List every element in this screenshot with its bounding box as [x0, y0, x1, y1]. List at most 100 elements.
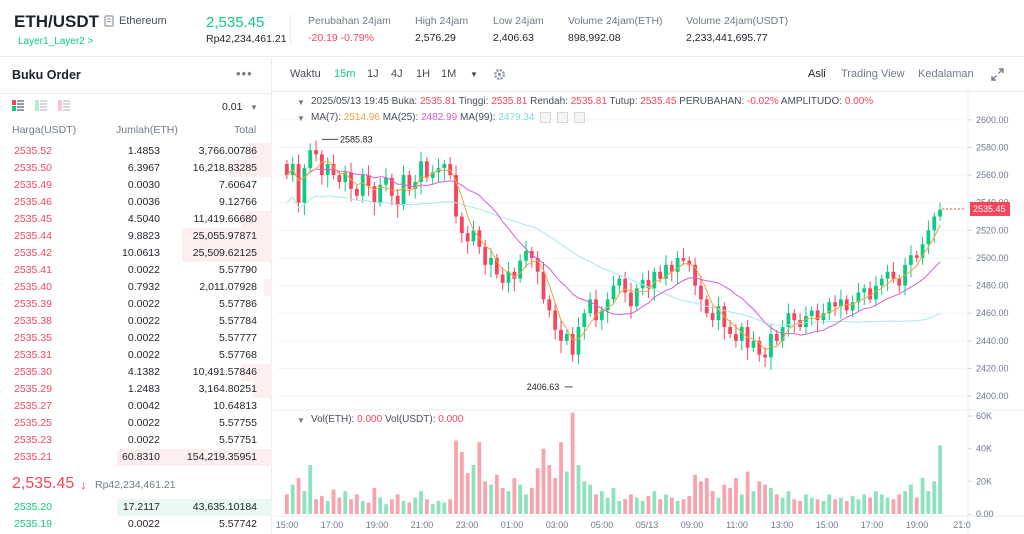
- interval-1m[interactable]: 1M: [441, 68, 457, 80]
- candle-body: [395, 195, 400, 206]
- candlestick-chart[interactable]: 2600.002580.002560.002540.002520.002500.…: [273, 58, 1024, 534]
- interval-15m[interactable]: 15m: [334, 68, 356, 80]
- order-amount: 0.7932: [127, 281, 160, 293]
- change-value: -0.02%: [747, 96, 779, 107]
- chart-settings-gear-icon[interactable]: [493, 68, 506, 81]
- ask-row[interactable]: 2535.38 0.0022 5.57784: [0, 313, 272, 330]
- volume-bar: [436, 500, 441, 514]
- volume-bar: [518, 484, 523, 514]
- last-price: 2,535.45: [206, 14, 265, 31]
- ask-row[interactable]: 2535.40 0.7932 2,011.07928: [0, 279, 272, 296]
- ask-row[interactable]: 2535.46 0.0036 9.12766: [0, 194, 272, 211]
- coin-info-icon[interactable]: [104, 15, 114, 27]
- bid-row[interactable]: 2535.20 17.2117 43,635.10184: [0, 499, 272, 516]
- ma-close-toggle[interactable]: [573, 112, 585, 123]
- pair-title[interactable]: ETH/USDT: [14, 12, 99, 31]
- ask-row[interactable]: 2535.45 4.5040 11,419.66680: [0, 211, 272, 228]
- view-tradingview[interactable]: Trading View: [841, 68, 905, 80]
- volume-bar: [774, 494, 779, 514]
- chevron-down-icon[interactable]: ▼: [250, 103, 258, 112]
- order-total: 3,766.00786: [198, 145, 257, 157]
- category-tag[interactable]: Layer1_Layer2 >: [18, 36, 94, 47]
- ask-row[interactable]: 2535.25 0.0022 5.57755: [0, 415, 272, 432]
- interval-1j[interactable]: 1J: [367, 68, 379, 80]
- last-price-idr: Rp42,234,461.21: [206, 33, 287, 45]
- ask-row[interactable]: 2535.41 0.0022 5.57790: [0, 262, 272, 279]
- order-total: 5.57755: [219, 417, 257, 429]
- volume-bar: [389, 499, 394, 514]
- ask-row[interactable]: 2535.30 4.1382 10,491.57846: [0, 364, 272, 381]
- view-original[interactable]: Asli: [808, 68, 826, 80]
- candle-body: [634, 288, 639, 307]
- candle-body: [920, 244, 925, 258]
- bid-row[interactable]: 2535.19 0.0022 5.57742: [0, 516, 272, 533]
- mid-price-row[interactable]: 2,535.45 ↓ Rp42,234,461.21: [0, 472, 272, 500]
- precision-select[interactable]: 0.01: [222, 101, 243, 113]
- stat-volume-eth-value: 898,992.08: [568, 32, 621, 44]
- volume-bar: [821, 500, 826, 514]
- volume-bar: [366, 502, 371, 514]
- volume-bar: [734, 478, 738, 514]
- volume-bar: [360, 500, 365, 514]
- volume-bar: [827, 494, 832, 514]
- ask-row[interactable]: 2535.39 0.0022 5.57786: [0, 296, 272, 313]
- ask-row[interactable]: 2535.35 0.0022 5.57777: [0, 330, 272, 347]
- volume-bar: [669, 497, 674, 514]
- ma99-value: 2479.34: [498, 112, 535, 124]
- order-amount: 6.3967: [127, 162, 160, 174]
- candle-body: [413, 181, 418, 189]
- time-toggle[interactable]: Waktu: [290, 68, 321, 80]
- candle-body: [862, 288, 867, 293]
- collapse-volume-icon[interactable]: ▼: [297, 416, 305, 425]
- header-divider: [290, 14, 291, 44]
- ask-row[interactable]: 2535.50 6.3967 16,218.83285: [0, 160, 272, 177]
- both-sides-view-icon[interactable]: [12, 100, 24, 111]
- volume-bar: [500, 487, 505, 514]
- ask-row[interactable]: 2535.42 10.0613 25,509.62125: [0, 245, 272, 262]
- depth-bar: [117, 499, 272, 516]
- ask-row[interactable]: 2535.31 0.0022 5.57768: [0, 347, 272, 364]
- ma-settings-toggle[interactable]: [557, 112, 569, 123]
- order-total: 16,218.83285: [192, 162, 257, 174]
- volume-bar: [623, 499, 628, 514]
- interval-4j[interactable]: 4J: [391, 68, 403, 80]
- ask-row[interactable]: 2535.21 60.8310 154,219.35951: [0, 449, 272, 466]
- volume-bar: [430, 504, 435, 514]
- y-tick-label: 2520.00: [976, 225, 1009, 235]
- ask-row[interactable]: 2535.29 1.2483 3,164.80251: [0, 381, 272, 398]
- ma7-line: [286, 160, 941, 351]
- ask-row[interactable]: 2535.27 0.0042 10.64813: [0, 398, 272, 415]
- ask-row[interactable]: 2535.52 1.4853 3,766.00786: [0, 143, 272, 160]
- view-depth[interactable]: Kedalaman: [918, 68, 974, 80]
- collapse-info-icon[interactable]: ▼: [297, 98, 305, 107]
- ask-row[interactable]: 2535.44 9.8823 25,055.97871: [0, 228, 272, 245]
- more-intervals-icon[interactable]: ▼: [470, 70, 478, 79]
- order-price: 2535.21: [14, 451, 52, 463]
- order-price: 2535.30: [14, 366, 52, 378]
- volume-bar: [693, 474, 698, 514]
- ask-row[interactable]: 2535.23 0.0022 5.57751: [0, 432, 272, 449]
- ask-row[interactable]: 2535.49 0.0030 7.60647: [0, 177, 272, 194]
- candle-body: [337, 175, 342, 182]
- collapse-ma-icon[interactable]: ▼: [297, 114, 305, 123]
- bids-only-view-icon[interactable]: [35, 100, 47, 111]
- depth-bar: [241, 211, 272, 228]
- volume-bar: [331, 489, 336, 514]
- volume-bar: [640, 500, 645, 514]
- x-tick-label: 21:00: [411, 520, 434, 530]
- interval-1h[interactable]: 1H: [416, 68, 431, 80]
- volume-bar: [308, 465, 313, 514]
- candle-body: [599, 310, 604, 321]
- order-amount: 0.0022: [127, 417, 160, 429]
- candle-body: [716, 306, 721, 321]
- volume-bar: [594, 494, 598, 514]
- volume-bar: [629, 494, 633, 514]
- fullscreen-icon[interactable]: [991, 68, 1004, 81]
- ma-visibility-toggle[interactable]: [540, 112, 552, 123]
- more-options-icon[interactable]: •••: [236, 66, 253, 81]
- asks-only-view-icon[interactable]: [58, 100, 70, 111]
- volume-bar: [605, 497, 610, 514]
- vol-tick-label: 60K: [976, 411, 992, 421]
- candle-body: [669, 264, 674, 272]
- ma-legend: MA(7): 2514.96 MA(25): 2482.99 MA(99): 2…: [311, 112, 585, 123]
